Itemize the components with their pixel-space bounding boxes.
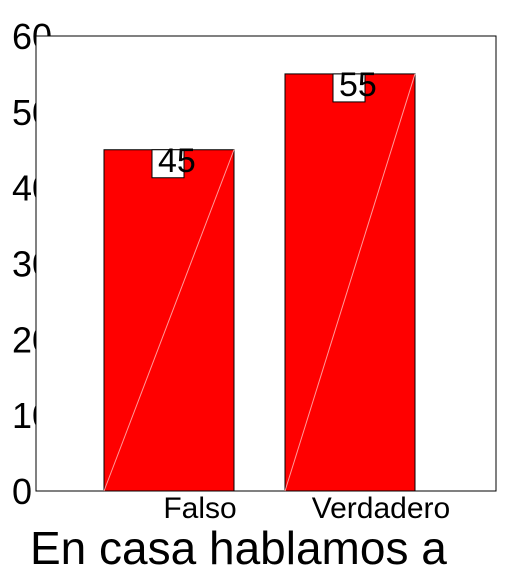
x-category-label: Falso bbox=[163, 492, 236, 525]
bar-highlight-line bbox=[103, 149, 235, 492]
data-label-box bbox=[151, 149, 185, 179]
bar-highlight-line bbox=[284, 73, 416, 492]
bars: 45 55 bbox=[103, 66, 416, 492]
y-tick-label: 0 bbox=[12, 471, 32, 512]
data-label: 55 bbox=[339, 66, 377, 104]
x-axis-title: En casa hablamos a bbox=[30, 522, 447, 570]
x-axis-categories: Falso Verdadero bbox=[163, 492, 450, 525]
data-label-box bbox=[332, 73, 366, 103]
x-category-label: Verdadero bbox=[312, 492, 450, 525]
data-label: 45 bbox=[158, 142, 196, 180]
